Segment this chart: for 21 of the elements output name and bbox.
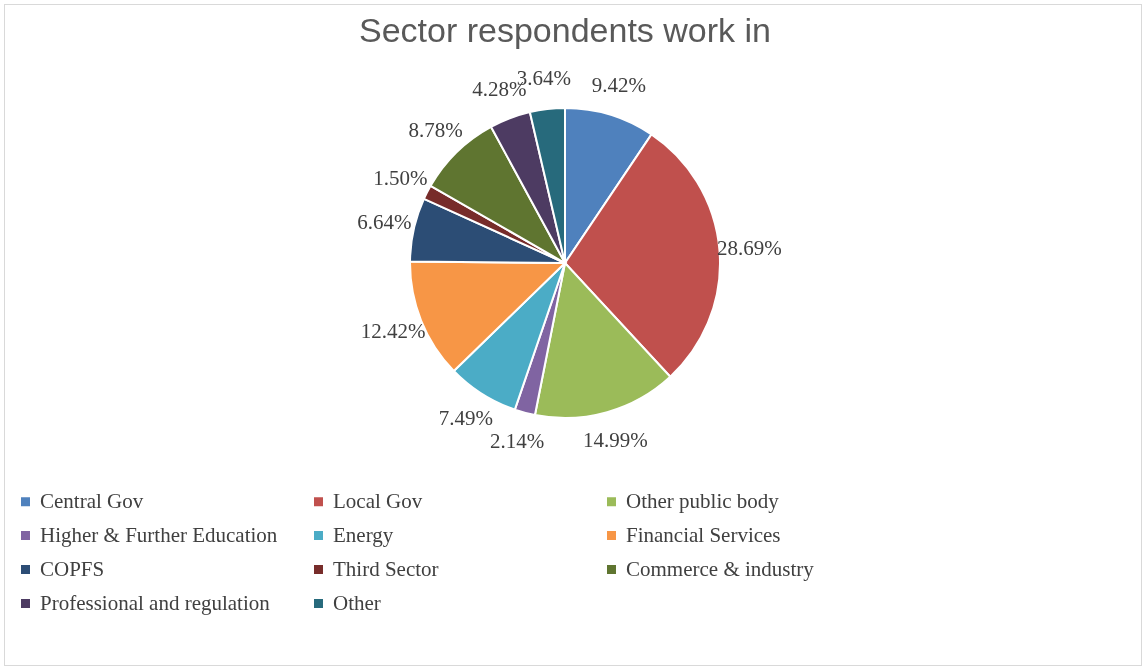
legend-label: Professional and regulation xyxy=(40,590,271,615)
data-label: 6.64% xyxy=(357,209,412,234)
data-label: 12.42% xyxy=(360,318,426,343)
data-label: 2.14% xyxy=(489,428,545,453)
legend-label: Central Gov xyxy=(40,488,144,513)
legend-label: COPFS xyxy=(40,556,105,581)
data-label: 9.42% xyxy=(591,73,647,98)
data-label: 28.69% xyxy=(717,235,782,260)
data-label: 14.99% xyxy=(583,428,648,453)
legend-label: Energy xyxy=(333,522,394,547)
legend-label: Financial Services xyxy=(626,522,781,547)
legend-label: Commerce & industry xyxy=(626,556,815,581)
legend-label: Third Sector xyxy=(333,556,439,581)
legend-label: Local Gov xyxy=(333,488,423,513)
data-label: 8.78% xyxy=(408,117,463,142)
legend-label: Higher & Further Education xyxy=(40,522,278,547)
legend-label: Other public body xyxy=(626,488,780,513)
chart-title: Sector respondents work in xyxy=(359,11,771,49)
data-label: 1.50% xyxy=(373,165,428,190)
legend-label: Other xyxy=(333,590,381,615)
data-label: 7.49% xyxy=(438,406,494,431)
